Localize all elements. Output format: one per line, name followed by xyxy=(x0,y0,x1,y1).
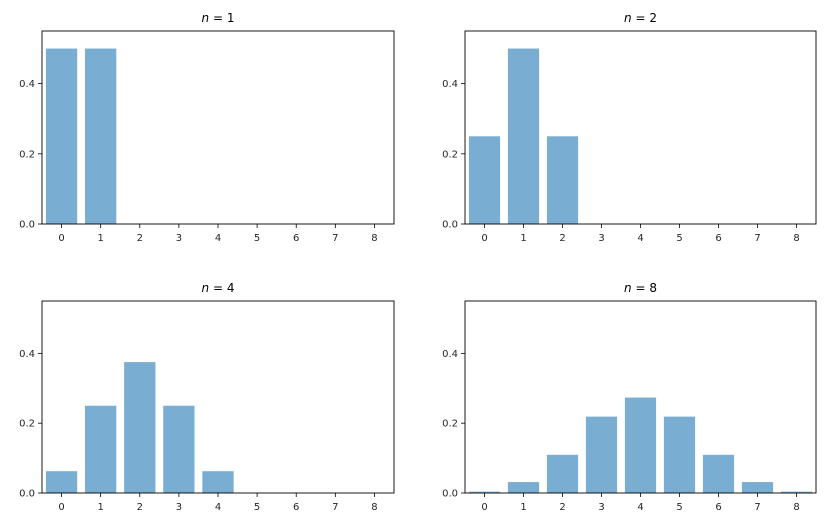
x-tick-label: 1 xyxy=(97,502,103,513)
x-tick-label: 8 xyxy=(371,233,377,244)
y-tick-label: 0.2 xyxy=(442,419,458,430)
subplot-3: 0 1 2 3 4 5 6 7 8 0.0 0.2 0.4 n = 4 xyxy=(19,281,395,513)
x-tick-label: 6 xyxy=(293,502,299,513)
x-tick-label: 2 xyxy=(559,233,565,244)
x-tick-label: 8 xyxy=(793,502,799,513)
x-tick-label: 0 xyxy=(481,502,487,513)
y-tick-label: 0.2 xyxy=(19,149,35,160)
y-tick-label: 0.2 xyxy=(19,419,35,430)
subplot-1: 0 1 2 3 4 5 6 7 8 0.0 0.2 0.4 n = 1 xyxy=(19,11,395,244)
x-tick-label: 1 xyxy=(520,233,526,244)
x-tick-label: 1 xyxy=(97,233,103,244)
x-tick-label: 2 xyxy=(559,502,565,513)
bar xyxy=(702,454,735,493)
x-tick-label: 5 xyxy=(676,233,682,244)
x-tick-label: 3 xyxy=(598,233,604,244)
y-tick-label: 0.0 xyxy=(19,489,35,500)
y-tick-label: 0.4 xyxy=(442,79,458,90)
x-tick-label: 0 xyxy=(58,502,64,513)
x-tick-label: 4 xyxy=(637,233,643,244)
bar xyxy=(468,136,501,224)
bar xyxy=(202,471,234,493)
bar xyxy=(85,48,117,224)
x-tick-label: 7 xyxy=(332,233,338,244)
y-tick-label: 0.0 xyxy=(442,489,458,500)
bar xyxy=(585,416,618,493)
subplot-title: n = 1 xyxy=(202,11,235,25)
bar xyxy=(507,48,540,224)
x-tick-label: 3 xyxy=(176,233,182,244)
bar xyxy=(45,48,78,224)
x-tick-label: 8 xyxy=(793,233,799,244)
x-tick-label: 4 xyxy=(215,502,221,513)
y-tick-label: 0.4 xyxy=(19,79,35,90)
bar xyxy=(546,136,579,224)
x-tick-label: 3 xyxy=(598,502,604,513)
x-tick-label: 6 xyxy=(293,233,299,244)
bar xyxy=(163,405,195,493)
y-tick-label: 0.4 xyxy=(442,349,458,360)
bar xyxy=(546,454,579,493)
bar xyxy=(85,405,117,493)
x-tick-label: 7 xyxy=(332,502,338,513)
bar xyxy=(663,416,696,493)
x-tick-label: 5 xyxy=(676,502,682,513)
x-tick-label: 3 xyxy=(176,502,182,513)
x-tick-label: 5 xyxy=(254,502,260,513)
bar xyxy=(780,491,813,493)
x-tick-label: 7 xyxy=(754,233,760,244)
bar xyxy=(507,482,540,493)
x-tick-label: 4 xyxy=(637,502,643,513)
x-tick-label: 0 xyxy=(58,233,64,244)
subplot-2: 0 1 2 3 4 5 6 7 8 0.0 0.2 0.4 n = 2 xyxy=(442,11,817,244)
subplot-title: n = 4 xyxy=(202,281,235,295)
bar xyxy=(624,397,657,493)
y-tick-label: 0.0 xyxy=(442,220,458,231)
y-tick-label: 0.0 xyxy=(19,220,35,231)
bar xyxy=(468,491,501,493)
subplot-4: 0 1 2 3 4 5 6 7 8 0.0 0.2 0.4 n = 8 xyxy=(442,281,817,513)
x-tick-label: 2 xyxy=(137,502,143,513)
x-tick-label: 2 xyxy=(137,233,143,244)
x-tick-label: 6 xyxy=(715,233,721,244)
bar xyxy=(45,471,78,493)
x-tick-label: 8 xyxy=(371,502,377,513)
bar xyxy=(124,362,156,493)
x-tick-label: 6 xyxy=(715,502,721,513)
x-tick-label: 1 xyxy=(520,502,526,513)
x-tick-label: 5 xyxy=(254,233,260,244)
subplot-title: n = 2 xyxy=(624,11,657,25)
x-tick-label: 7 xyxy=(754,502,760,513)
y-tick-label: 0.4 xyxy=(19,349,35,360)
bar xyxy=(741,482,774,493)
subplot-title: n = 8 xyxy=(624,281,657,295)
y-tick-label: 0.2 xyxy=(442,149,458,160)
x-tick-label: 4 xyxy=(215,233,221,244)
x-tick-label: 0 xyxy=(481,233,487,244)
